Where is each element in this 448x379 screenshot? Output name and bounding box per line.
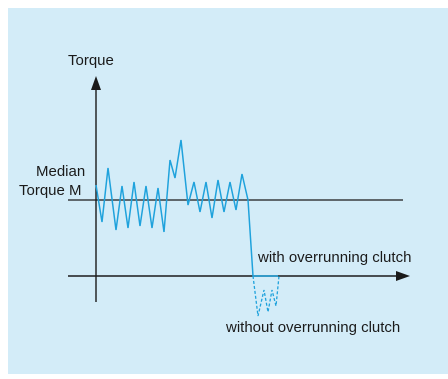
x-axis-arrowhead <box>396 271 410 281</box>
with-overrunning-clutch-label: with overrunning clutch <box>258 249 412 266</box>
torque-signal-without-clutch <box>252 275 280 317</box>
y-axis-label: Torque <box>68 52 114 69</box>
without-overrunning-clutch-label: without overrunning clutch <box>226 319 401 336</box>
median-torque-label-line2: Torque M <box>19 182 82 199</box>
y-axis-arrowhead <box>91 76 101 90</box>
median-torque-label-line1: Median <box>36 163 86 180</box>
torque-signal-with-clutch <box>95 139 278 277</box>
